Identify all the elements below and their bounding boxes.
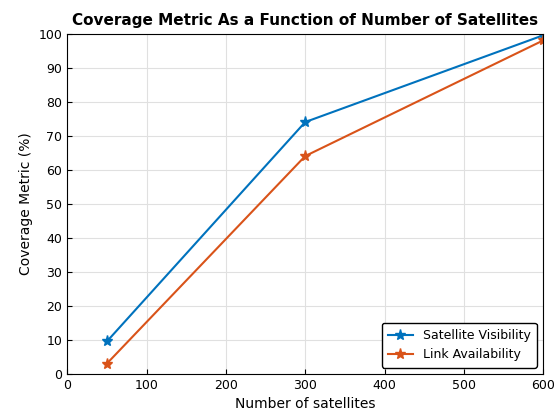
Link Availability bbox=[104, 361, 110, 366]
Link Availability bbox=[302, 154, 309, 159]
Title: Coverage Metric As a Function of Number of Satellites: Coverage Metric As a Function of Number … bbox=[72, 13, 538, 28]
X-axis label: Number of satellites: Number of satellites bbox=[235, 397, 375, 411]
Legend: Satellite Visibility, Link Availability: Satellite Visibility, Link Availability bbox=[381, 323, 537, 368]
Link Availability bbox=[540, 38, 547, 43]
Satellite Visibility bbox=[302, 120, 309, 125]
Line: Link Availability: Link Availability bbox=[101, 35, 549, 369]
Line: Satellite Visibility: Satellite Visibility bbox=[101, 30, 549, 347]
Satellite Visibility bbox=[104, 339, 110, 344]
Satellite Visibility bbox=[540, 33, 547, 38]
Y-axis label: Coverage Metric (%): Coverage Metric (%) bbox=[19, 132, 33, 275]
